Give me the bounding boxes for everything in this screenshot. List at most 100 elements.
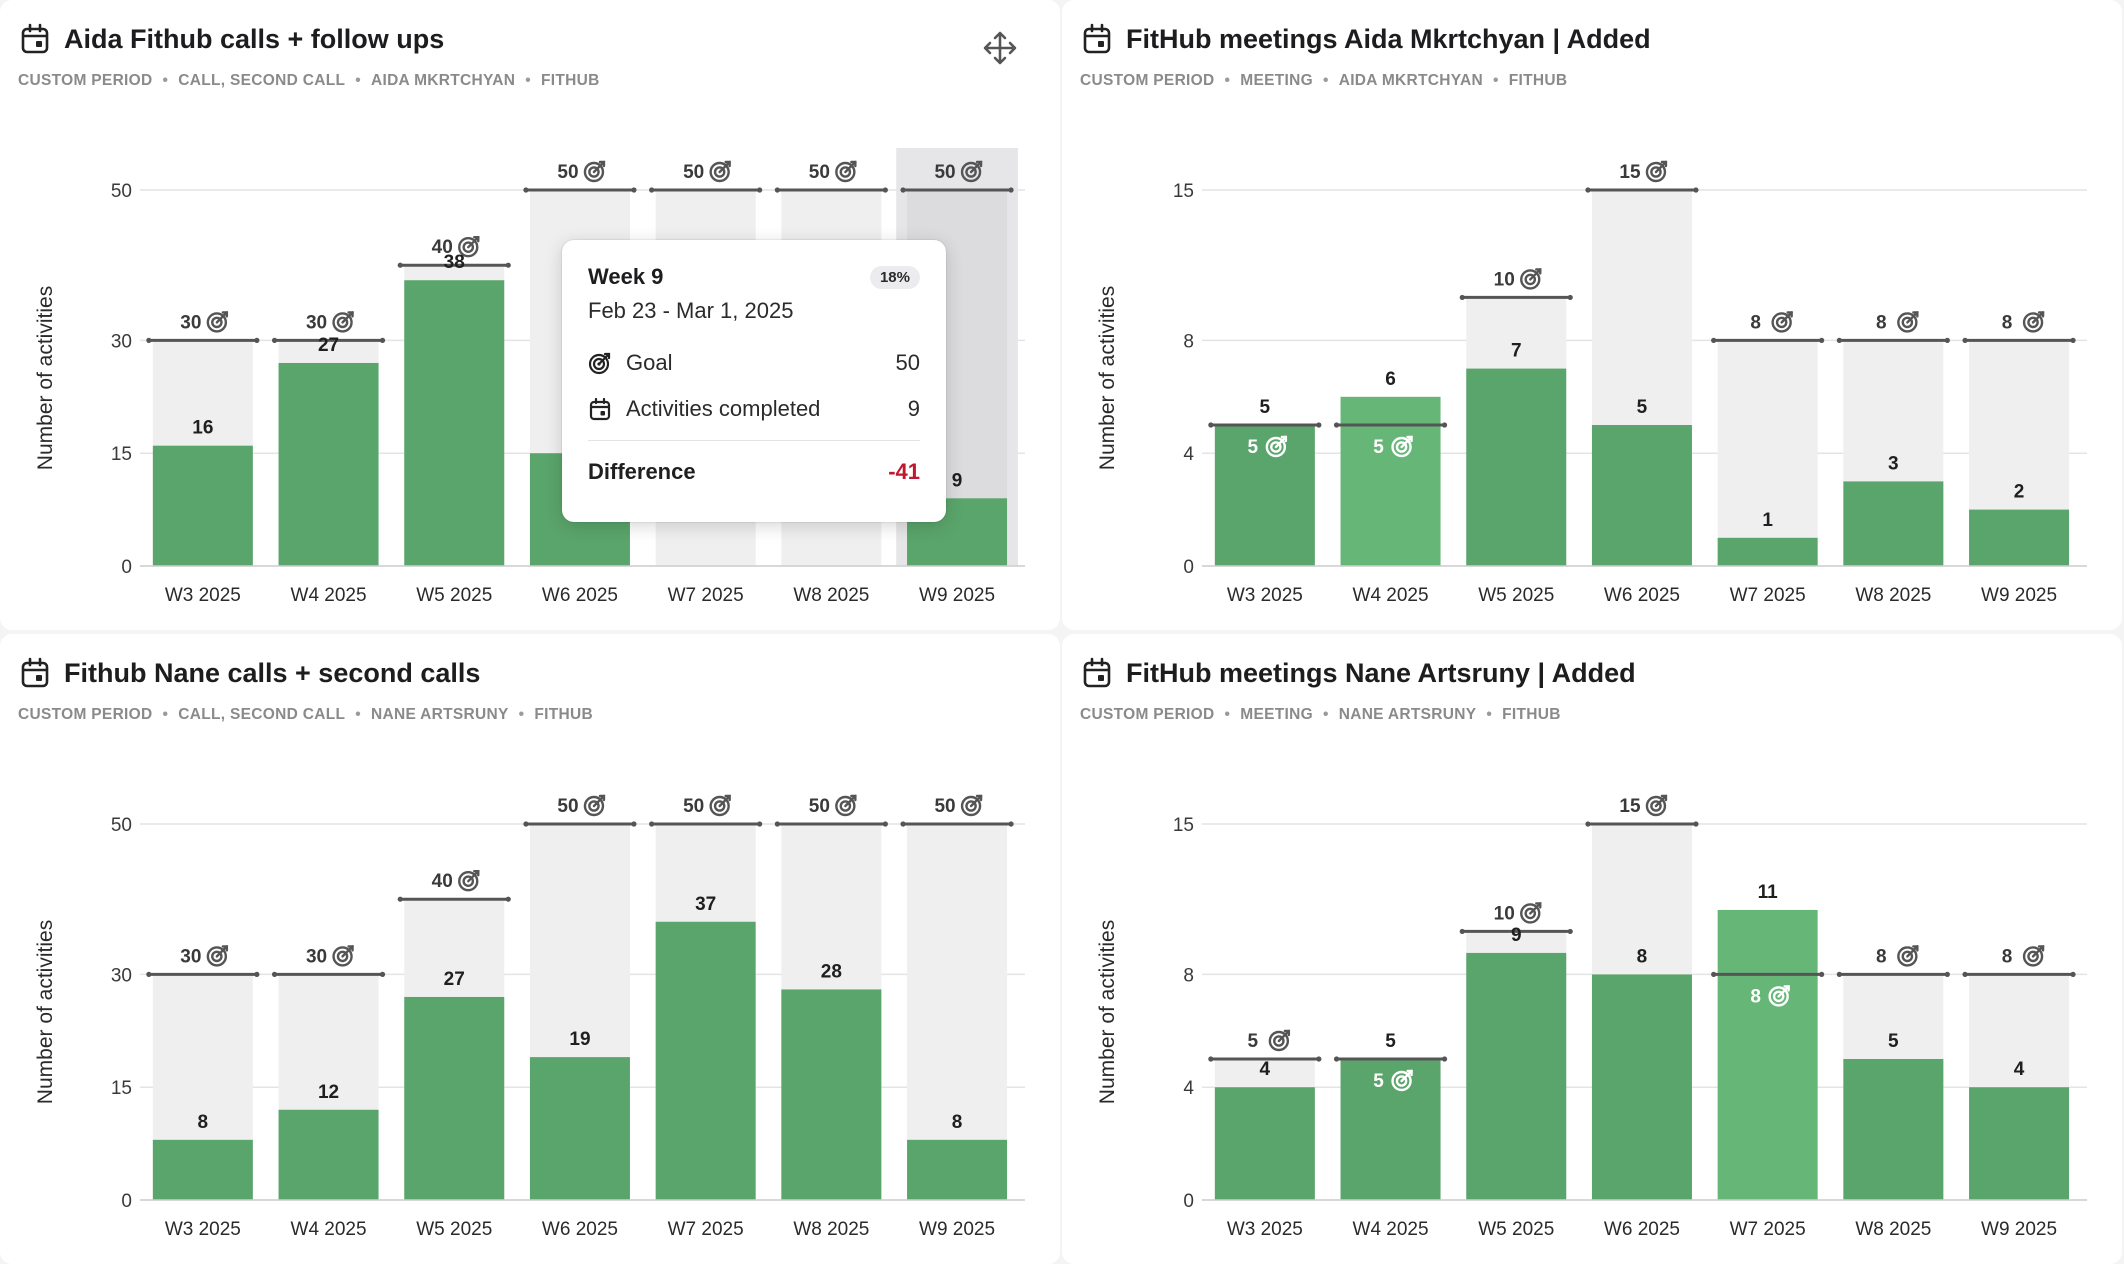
panel-title: FitHub meetings Aida Mkrtchyan | Added [1126,23,1651,54]
panel-title-row: Fithub Nane calls + second calls [20,654,480,692]
goal-label: 50 [683,796,704,817]
target-icon-arrow [1277,1029,1291,1043]
goal-line-end [1441,1056,1448,1062]
target-icon-arrow [1406,1069,1413,1077]
x-tick-label: W5 2025 [1478,1219,1554,1240]
target-icon-arrow [1529,902,1542,915]
target-icon-arrow [724,160,731,168]
target-icon-arrow [969,160,983,174]
target-icon-arrow [1535,268,1542,275]
chart-panel-nane-meetings[interactable]: FitHub meetings Nane Artsruny | Added CU… [1062,634,2122,1264]
target-icon-arrow [473,869,480,877]
x-tick-label: W6 2025 [542,585,618,606]
target-icon-arrow [1280,435,1288,443]
goal-line-end [1962,337,1968,343]
goal-line-end [774,187,780,193]
goal-label: 50 [557,162,578,183]
target-icon-ring [336,316,349,329]
filter-activity-type: CALL, SECOND CALL [178,72,346,89]
bar [278,1109,379,1200]
target-icon-arrow [2031,311,2045,324]
target-icon-arrow [1906,311,1919,324]
target-icon-ring [713,166,726,178]
data-label: 7 [1511,341,1522,362]
panel-title: Aida Fithub calls + follow ups [64,23,445,54]
goal-line-end [1836,971,1842,977]
target-icon-ring [1650,166,1662,178]
y-tick-label: 30 [111,331,132,352]
x-tick-label: W3 2025 [165,585,241,606]
tooltip-percent-badge: 18% [869,265,920,289]
target-icon [1265,435,1288,458]
target-icon-ring [1391,436,1412,458]
target-icon-arrow [2031,945,2045,958]
x-tick-label: W8 2025 [793,585,869,606]
target-icon-arrow [975,160,983,168]
x-tick-label: W8 2025 [793,1219,869,1240]
target-icon-ring [835,795,856,817]
y-tick-label: 15 [111,444,132,465]
panel-title-row: FitHub meetings Nane Artsruny | Added [1082,654,1636,692]
x-tick-label: W3 2025 [1227,585,1303,606]
goal-line-end [1333,1056,1340,1062]
chart-panel-nane-calls[interactable]: Fithub Nane calls + second calls CUSTOM … [0,634,1060,1264]
goal-line-end [1585,187,1591,193]
goal-line-end [1008,187,1014,193]
goal-line-end [1962,971,1968,977]
target-icon [332,945,354,967]
goal-label: 30 [180,312,201,333]
target-icon-arrow [347,311,354,318]
goal-line-end [882,187,888,193]
target-icon-ring [1270,441,1282,453]
y-axis-label: Number of activities [34,920,57,1104]
chart-panel-aida-meetings[interactable]: FitHub meetings Aida Mkrtchyan | Added C… [1062,0,2122,630]
target-icon-arrow [724,794,731,802]
goal-line-end [1441,422,1448,428]
bar [1843,481,1944,566]
filter-separator: • [1322,72,1329,89]
target-icon-ring [1268,1030,1290,1052]
goal-line-end [505,262,511,268]
goal-line-end [1819,971,1825,977]
goal-line-end [146,337,152,343]
target-icon-ring [1524,907,1537,920]
target-icon [960,794,983,817]
target-icon-ring [588,166,600,178]
target-icon-ring [1273,1035,1285,1047]
bar-chart[interactable]: 0 15 30 50 Number of activities 30 8 W3 2025 30 1… [0,634,1060,1264]
move-icon[interactable] [980,28,1020,68]
filter-separator: • [355,72,361,89]
target-icon-arrow [1912,945,1919,952]
target-icon-arrow [1274,435,1288,449]
target-icon-arrow [1406,435,1413,443]
target-icon-ring [839,800,852,812]
goal-line-end [1711,337,1717,343]
panel-title-row: FitHub meetings Aida Mkrtchyan | Added [1082,20,1651,58]
target-icon-arrow [969,794,983,808]
filter-period: CUSTOM PERIOD [18,72,153,89]
target-icon-ring [2022,946,2044,967]
target-icon-ring [2022,312,2044,333]
chart-panel-aida-calls[interactable]: Aida Fithub calls + follow ups CUSTOM PE… [0,0,1060,630]
panel-title-row: Aida Fithub calls + follow ups [20,20,444,58]
goal-line-end [631,821,637,827]
goal-label: 8 [1750,312,1761,333]
target-icon [458,235,480,258]
goal-label: 40 [432,871,453,892]
target-icon-ring [1520,903,1541,924]
target-icon [709,160,731,183]
target-icon [835,160,857,183]
target-icon [1645,160,1668,183]
goal-line-end [1316,1056,1322,1062]
filter-user: NANE ARTSRUNY [370,706,509,723]
x-tick-label: W9 2025 [1981,1219,2057,1240]
goal-label: 15 [1619,162,1641,183]
x-tick-label: W4 2025 [291,1219,367,1240]
goal-label: 50 [683,162,704,183]
bar [404,996,505,1200]
target-icon-ring [960,795,982,817]
x-tick-label: W4 2025 [291,585,367,606]
goal-line-end [523,187,529,193]
